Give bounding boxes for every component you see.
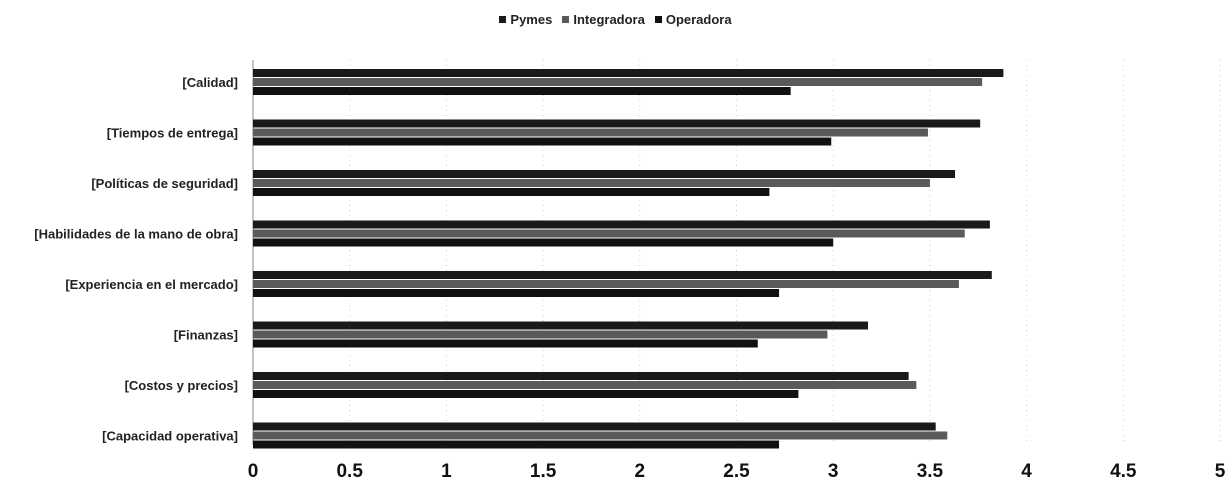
x-tick-label: 2.5 xyxy=(723,461,750,482)
category-label: [Experiencia en el mercado] xyxy=(65,277,238,292)
bar-integradora xyxy=(253,179,930,187)
bar-pymes xyxy=(253,119,981,128)
legend-label: Operadora xyxy=(665,12,732,27)
bar-integradora xyxy=(253,431,948,440)
legend-swatch xyxy=(654,16,662,23)
category-label: [Finanzas] xyxy=(174,328,238,343)
legend: Pymes Integradora Operadora xyxy=(0,12,1231,27)
bar-operadora xyxy=(253,137,832,146)
bar-integradora xyxy=(253,78,983,86)
bar-integradora xyxy=(253,229,965,238)
category-label: [Costos y precios] xyxy=(125,378,238,393)
category-label: [Calidad] xyxy=(182,75,238,90)
bar-integradora xyxy=(253,330,828,339)
bar-pymes xyxy=(253,69,1004,77)
bar-operadora xyxy=(253,390,799,398)
x-tick-label: 0 xyxy=(248,461,259,482)
bar-pymes xyxy=(253,271,992,279)
bar-operadora xyxy=(253,238,834,247)
bar-pymes xyxy=(253,321,869,330)
legend-item: Pymes xyxy=(499,12,552,27)
legend-item: Operadora xyxy=(654,12,732,27)
category-label: [Políticas de seguridad] xyxy=(91,176,238,191)
x-tick-label: 5 xyxy=(1215,461,1226,482)
x-tick-label: 1 xyxy=(441,461,452,482)
x-tick-label: 1.5 xyxy=(530,461,557,482)
x-tick-label: 3 xyxy=(828,461,839,482)
x-tick-label: 4 xyxy=(1021,461,1032,482)
bar-pymes xyxy=(253,372,909,380)
x-tick-label: 2 xyxy=(635,461,646,482)
bar-operadora xyxy=(253,289,780,297)
legend-swatch xyxy=(562,16,570,23)
bar-operadora xyxy=(253,339,758,348)
legend-swatch xyxy=(499,16,507,23)
category-label: [Capacidad operativa] xyxy=(102,429,238,444)
legend-label: Integradora xyxy=(573,12,645,27)
x-tick-label: 4.5 xyxy=(1110,461,1137,482)
bar-integradora xyxy=(253,280,959,288)
legend-item: Integradora xyxy=(562,12,645,27)
bar-integradora xyxy=(253,128,928,137)
bar-operadora xyxy=(253,188,770,196)
bar-pymes xyxy=(253,220,990,229)
legend-label: Pymes xyxy=(510,12,553,27)
bar-integradora xyxy=(253,381,917,389)
x-tick-label: 3.5 xyxy=(917,461,944,482)
bar-pymes xyxy=(253,170,956,178)
category-label: [Habilidades de la mano de obra] xyxy=(34,227,238,242)
x-tick-label: 0.5 xyxy=(336,461,363,482)
category-label: [Tiempos de entrega] xyxy=(107,126,238,141)
bar-pymes xyxy=(253,422,936,431)
bar-operadora xyxy=(253,440,780,449)
bar-operadora xyxy=(253,87,791,95)
